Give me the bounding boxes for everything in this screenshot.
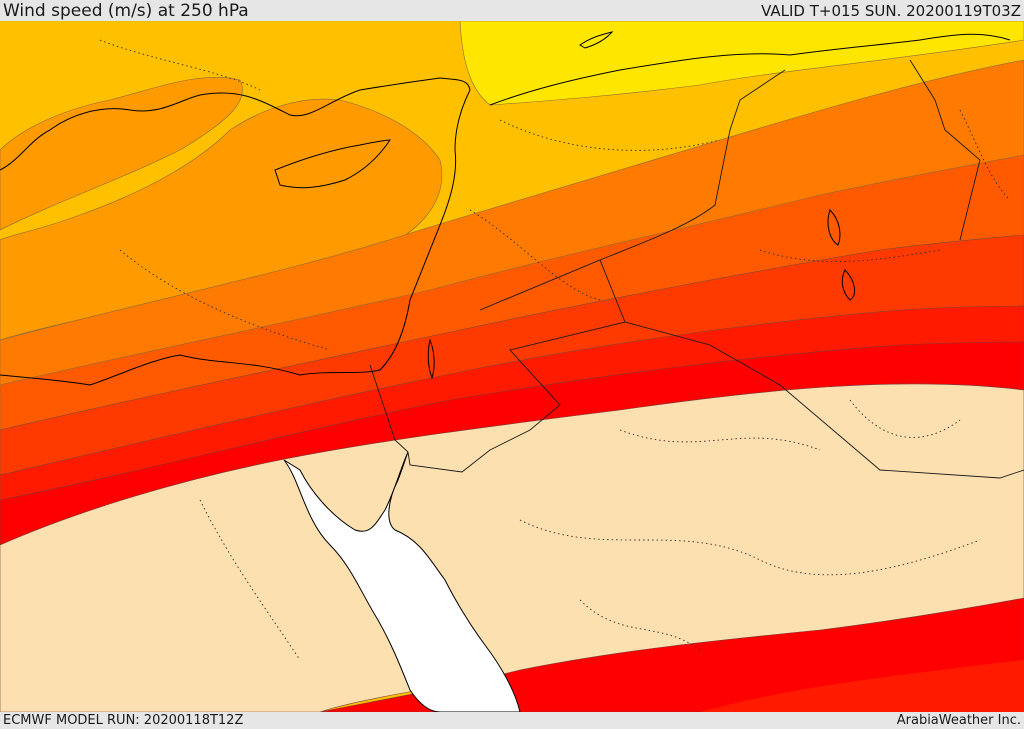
wind-speed-map <box>0 21 1024 712</box>
coastline-mediterranean <box>0 77 471 386</box>
coastline-cyprus <box>274 139 391 189</box>
credit-label: ArabiaWeather Inc. <box>896 713 1021 728</box>
bottom-footer-bar: ECMWF MODEL RUN: 20200118T12Z ArabiaWeat… <box>0 712 1024 729</box>
coastline-caspian-islands <box>827 209 856 301</box>
red-sea <box>283 451 521 712</box>
country-borders-north <box>599 59 981 261</box>
valid-time-label: VALID T+015 SUN. 20200119T03Z <box>761 2 1021 20</box>
band-red-south-inner <box>700 660 1024 712</box>
coastline-black-sea <box>489 33 1011 106</box>
dead-sea <box>427 338 435 380</box>
country-borders <box>369 259 1024 479</box>
band-orange-west <box>0 77 243 231</box>
province-borders <box>99 39 1011 661</box>
top-header-bar: Wind speed (m/s) at 250 hPa VALID T+015 … <box>0 0 1024 21</box>
coastline-crimea <box>579 31 614 49</box>
map-title: Wind speed (m/s) at 250 hPa <box>3 1 249 21</box>
model-run-label: ECMWF MODEL RUN: 20200118T12Z <box>3 713 244 728</box>
map-canvas <box>0 21 1024 712</box>
band-yellow <box>459 21 1024 106</box>
